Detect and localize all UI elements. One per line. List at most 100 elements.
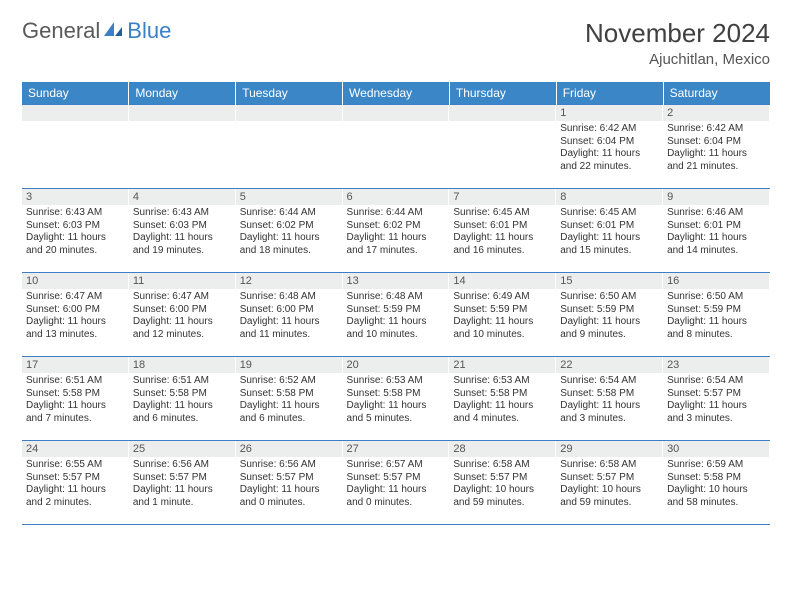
day-details: Sunrise: 6:53 AMSunset: 5:58 PMDaylight:…: [343, 373, 450, 427]
sunrise-line: Sunrise: 6:42 AM: [560, 123, 659, 136]
weekday-header: Monday: [129, 82, 236, 105]
daylight-line: Daylight: 11 hours and 10 minutes.: [453, 316, 552, 341]
calendar-body: 1Sunrise: 6:42 AMSunset: 6:04 PMDaylight…: [22, 105, 770, 525]
sunset-line: Sunset: 5:57 PM: [560, 472, 659, 485]
day-number: 29: [556, 441, 663, 457]
day-details: Sunrise: 6:57 AMSunset: 5:57 PMDaylight:…: [343, 457, 450, 511]
sunrise-line: Sunrise: 6:54 AM: [667, 375, 766, 388]
sunset-line: Sunset: 5:58 PM: [240, 388, 339, 401]
sunset-line: Sunset: 6:03 PM: [133, 220, 232, 233]
day-number: 17: [22, 357, 129, 373]
calendar-day-cell: 24Sunrise: 6:55 AMSunset: 5:57 PMDayligh…: [22, 441, 129, 525]
daylight-line: Daylight: 11 hours and 4 minutes.: [453, 400, 552, 425]
calendar-week-row: 17Sunrise: 6:51 AMSunset: 5:58 PMDayligh…: [22, 357, 770, 441]
logo-text-2: Blue: [127, 18, 171, 43]
sunset-line: Sunset: 6:03 PM: [26, 220, 125, 233]
daylight-line: Daylight: 11 hours and 22 minutes.: [560, 148, 659, 173]
calendar-day-cell: 19Sunrise: 6:52 AMSunset: 5:58 PMDayligh…: [236, 357, 343, 441]
daylight-line: Daylight: 11 hours and 10 minutes.: [347, 316, 446, 341]
day-number: 11: [129, 273, 236, 289]
daylight-line: Daylight: 11 hours and 18 minutes.: [240, 232, 339, 257]
day-number: 3: [22, 189, 129, 205]
weekday-header: Thursday: [449, 82, 556, 105]
sunrise-line: Sunrise: 6:50 AM: [560, 291, 659, 304]
sunset-line: Sunset: 6:00 PM: [133, 304, 232, 317]
daylight-line: Daylight: 11 hours and 8 minutes.: [667, 316, 766, 341]
daylight-line: Daylight: 11 hours and 20 minutes.: [26, 232, 125, 257]
day-details: Sunrise: 6:56 AMSunset: 5:57 PMDaylight:…: [236, 457, 343, 511]
calendar-day-cell: 16Sunrise: 6:50 AMSunset: 5:59 PMDayligh…: [663, 273, 770, 357]
day-number: 14: [449, 273, 556, 289]
sunrise-line: Sunrise: 6:50 AM: [667, 291, 766, 304]
day-details: Sunrise: 6:54 AMSunset: 5:58 PMDaylight:…: [556, 373, 663, 427]
sunrise-line: Sunrise: 6:51 AM: [26, 375, 125, 388]
weekday-header: Tuesday: [236, 82, 343, 105]
calendar-week-row: 1Sunrise: 6:42 AMSunset: 6:04 PMDaylight…: [22, 105, 770, 189]
day-details: Sunrise: 6:47 AMSunset: 6:00 PMDaylight:…: [129, 289, 236, 343]
daylight-line: Daylight: 10 hours and 59 minutes.: [453, 484, 552, 509]
daylight-line: Daylight: 11 hours and 11 minutes.: [240, 316, 339, 341]
day-number: 30: [663, 441, 770, 457]
weekday-header: Friday: [556, 82, 663, 105]
daylight-line: Daylight: 11 hours and 17 minutes.: [347, 232, 446, 257]
day-details: Sunrise: 6:54 AMSunset: 5:57 PMDaylight:…: [663, 373, 770, 427]
calendar-day-cell: 13Sunrise: 6:48 AMSunset: 5:59 PMDayligh…: [343, 273, 450, 357]
day-number: 4: [129, 189, 236, 205]
day-number: 20: [343, 357, 450, 373]
weekday-header: Wednesday: [343, 82, 450, 105]
sunrise-line: Sunrise: 6:53 AM: [347, 375, 446, 388]
day-details: Sunrise: 6:45 AMSunset: 6:01 PMDaylight:…: [556, 205, 663, 259]
sunrise-line: Sunrise: 6:42 AM: [667, 123, 766, 136]
sail-icon: [102, 20, 124, 43]
day-number: [22, 105, 129, 121]
calendar-day-cell: 2Sunrise: 6:42 AMSunset: 6:04 PMDaylight…: [663, 105, 770, 189]
sunrise-line: Sunrise: 6:43 AM: [133, 207, 232, 220]
day-details: Sunrise: 6:56 AMSunset: 5:57 PMDaylight:…: [129, 457, 236, 511]
logo-text-1: General: [22, 18, 100, 44]
sunset-line: Sunset: 5:57 PM: [26, 472, 125, 485]
weekday-header: Saturday: [663, 82, 770, 105]
logo: General Blue: [22, 18, 171, 44]
day-number: 16: [663, 273, 770, 289]
day-number: 28: [449, 441, 556, 457]
day-details: Sunrise: 6:51 AMSunset: 5:58 PMDaylight:…: [129, 373, 236, 427]
day-details: Sunrise: 6:45 AMSunset: 6:01 PMDaylight:…: [449, 205, 556, 259]
sunset-line: Sunset: 5:57 PM: [240, 472, 339, 485]
day-details: Sunrise: 6:51 AMSunset: 5:58 PMDaylight:…: [22, 373, 129, 427]
calendar-day-cell: [343, 105, 450, 189]
day-details: Sunrise: 6:50 AMSunset: 5:59 PMDaylight:…: [556, 289, 663, 343]
calendar-day-cell: 23Sunrise: 6:54 AMSunset: 5:57 PMDayligh…: [663, 357, 770, 441]
sunrise-line: Sunrise: 6:56 AM: [240, 459, 339, 472]
daylight-line: Daylight: 11 hours and 2 minutes.: [26, 484, 125, 509]
day-number: 22: [556, 357, 663, 373]
sunrise-line: Sunrise: 6:44 AM: [240, 207, 339, 220]
calendar-table: SundayMondayTuesdayWednesdayThursdayFrid…: [22, 82, 770, 525]
title-block: November 2024 Ajuchitlan, Mexico: [585, 18, 770, 68]
day-number: 18: [129, 357, 236, 373]
sunset-line: Sunset: 6:04 PM: [560, 136, 659, 149]
day-number: 12: [236, 273, 343, 289]
daylight-line: Daylight: 11 hours and 21 minutes.: [667, 148, 766, 173]
calendar-day-cell: 6Sunrise: 6:44 AMSunset: 6:02 PMDaylight…: [343, 189, 450, 273]
day-details: Sunrise: 6:52 AMSunset: 5:58 PMDaylight:…: [236, 373, 343, 427]
location-label: Ajuchitlan, Mexico: [585, 51, 770, 68]
day-details: Sunrise: 6:44 AMSunset: 6:02 PMDaylight:…: [343, 205, 450, 259]
day-number: [343, 105, 450, 121]
sunset-line: Sunset: 5:57 PM: [133, 472, 232, 485]
sunrise-line: Sunrise: 6:47 AM: [133, 291, 232, 304]
calendar-day-cell: [236, 105, 343, 189]
day-number: 7: [449, 189, 556, 205]
sunrise-line: Sunrise: 6:58 AM: [453, 459, 552, 472]
day-details: Sunrise: 6:55 AMSunset: 5:57 PMDaylight:…: [22, 457, 129, 511]
day-details: Sunrise: 6:47 AMSunset: 6:00 PMDaylight:…: [22, 289, 129, 343]
sunrise-line: Sunrise: 6:48 AM: [240, 291, 339, 304]
day-details: Sunrise: 6:44 AMSunset: 6:02 PMDaylight:…: [236, 205, 343, 259]
sunset-line: Sunset: 5:59 PM: [560, 304, 659, 317]
calendar-day-cell: 10Sunrise: 6:47 AMSunset: 6:00 PMDayligh…: [22, 273, 129, 357]
calendar-week-row: 3Sunrise: 6:43 AMSunset: 6:03 PMDaylight…: [22, 189, 770, 273]
day-details: Sunrise: 6:43 AMSunset: 6:03 PMDaylight:…: [22, 205, 129, 259]
calendar-day-cell: [22, 105, 129, 189]
daylight-line: Daylight: 11 hours and 7 minutes.: [26, 400, 125, 425]
sunset-line: Sunset: 6:02 PM: [347, 220, 446, 233]
page-header: General Blue November 2024 Ajuchitlan, M…: [22, 18, 770, 68]
